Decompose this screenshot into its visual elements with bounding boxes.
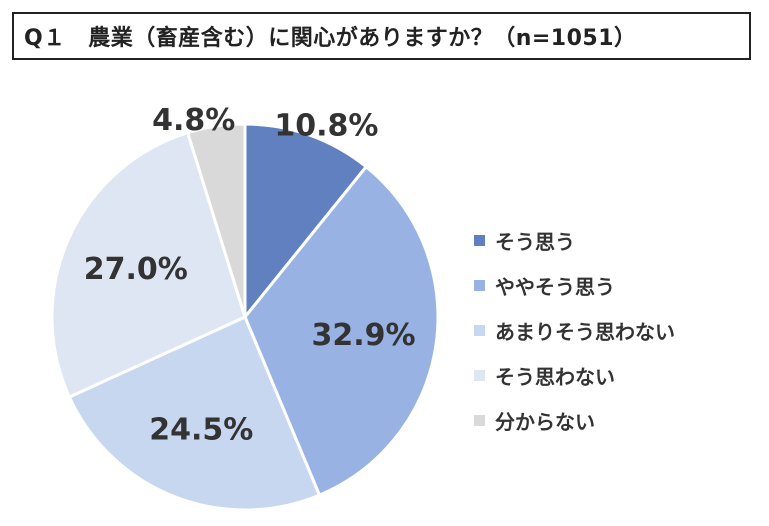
- legend-label: ややそう思う: [495, 275, 615, 299]
- legend-label: 分からない: [495, 410, 595, 434]
- legend-item-5: 分からない: [474, 398, 675, 443]
- legend-label: そう思う: [495, 230, 575, 254]
- legend-swatch: [474, 415, 485, 426]
- legend-swatch: [474, 370, 485, 381]
- legend-item-2: ややそう思う: [474, 263, 675, 308]
- legend-item-3: あまりそう思わない: [474, 308, 675, 353]
- pie-slice-2: [243, 164, 440, 498]
- legend-item-4: そう思わない: [474, 353, 675, 398]
- data-label-2: 32.9%: [311, 318, 415, 353]
- legend-swatch: [474, 325, 485, 336]
- data-label-3: 24.5%: [149, 412, 253, 447]
- data-label-5: 4.8%: [152, 103, 235, 138]
- pie-slice-3: [67, 314, 322, 512]
- data-label-4: 27.0%: [84, 252, 188, 287]
- data-label-1: 10.8%: [274, 108, 378, 143]
- legend-swatch: [474, 280, 485, 291]
- legend-label: あまりそう思わない: [495, 320, 675, 344]
- pie-slice-5: [185, 122, 247, 318]
- pie-slice-4: [50, 130, 247, 399]
- legend-label: そう思わない: [495, 365, 615, 389]
- chart-title-box: Q１ 農業（畜産含む）に関心がありますか？（n=1051）: [12, 12, 751, 60]
- pie-slice-1: [243, 122, 369, 322]
- chart-legend: そう思うややそう思うあまりそう思わない そう思わない 分からない: [474, 218, 675, 443]
- legend-item-1: そう思う: [474, 218, 675, 263]
- chart-title: Q１ 農業（畜産含む）に関心がありますか？（n=1051）: [24, 26, 637, 51]
- legend-swatch: [474, 235, 485, 246]
